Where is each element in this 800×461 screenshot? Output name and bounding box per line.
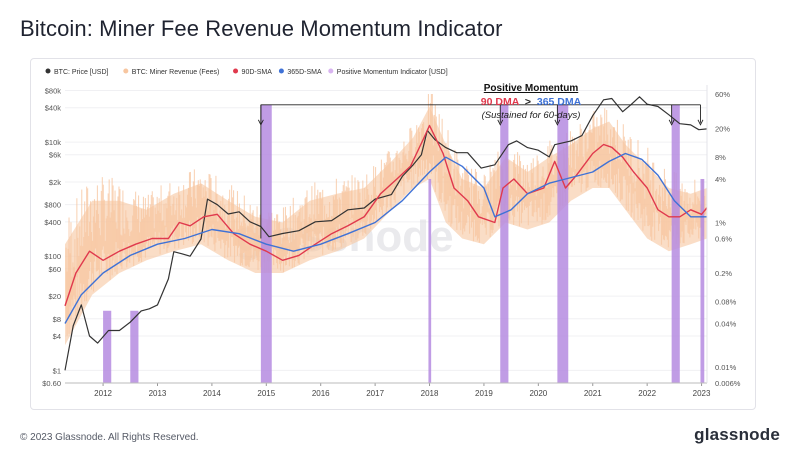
y-right-tick-label: 0.01% <box>715 363 737 372</box>
axes-layer: $80k $40k $10k $6k $2k $800 $400 $100 $60 $20 $8 $4… <box>42 85 741 398</box>
x-tick-label: 2022 <box>638 389 656 398</box>
legend-label-sma90: 90D-SMA <box>242 69 273 76</box>
y-left-tick-label: $60 <box>48 265 61 274</box>
annotation-90dma: 90 DMA <box>481 96 520 108</box>
y-left-tick-label: $1 <box>53 366 61 375</box>
y-right-tick-label: 1% <box>715 218 726 227</box>
y-left-tick-label: $2k <box>49 178 61 187</box>
y-left-tick-label: $20 <box>48 292 61 301</box>
y-right-tick-label: 20% <box>715 124 730 133</box>
annotation-arrow <box>554 119 561 126</box>
annotation-arrow <box>697 119 704 126</box>
legend-label-price: BTC: Price [USD] <box>54 69 109 76</box>
x-tick-label: 2020 <box>529 389 547 398</box>
annotation-layer <box>257 104 704 239</box>
series-sma365-line <box>64 152 707 324</box>
y-left-tick-label: $6k <box>49 151 61 160</box>
revenue-band <box>65 106 707 346</box>
y-right-tick-label: 0.6% <box>715 235 732 244</box>
y-left-tick-label: $10k <box>45 138 62 147</box>
y-right-tick-label: 0.2% <box>715 269 732 278</box>
momentum-bar <box>130 310 139 383</box>
y-left-tick-label: $0.60 <box>42 379 61 388</box>
x-tick-label: 2019 <box>475 389 493 398</box>
chart-svg: glassnode $80k$40k$10k$6k$2k$800$400$100… <box>42 68 741 398</box>
legend-label-sma365: 365D-SMA <box>287 69 322 76</box>
y-left-tick-label: $100 <box>44 252 61 261</box>
annotation-gt: > <box>525 96 531 108</box>
x-tick-label: 2012 <box>94 389 112 398</box>
y-right-tick-label: 4% <box>715 175 726 184</box>
x-tick-label: 2023 <box>693 389 711 398</box>
legend-dot-momentum <box>328 68 334 74</box>
x-tick-label: 2013 <box>149 389 167 398</box>
x-tick-label: 2014 <box>203 389 221 398</box>
annotation-arrow <box>497 119 504 126</box>
legend-dot-price <box>45 68 51 74</box>
page-title: Bitcoin: Miner Fee Revenue Momentum Indi… <box>20 16 503 41</box>
annotation-box: Positive Momentum 90 DMA > 365 DMA (Sust… <box>481 83 582 121</box>
y-left-tick-label: $40k <box>45 104 62 113</box>
x-tick-label: 2021 <box>584 389 602 398</box>
footer-copyright: © 2023 Glassnode. All Rights Reserved. <box>20 432 199 443</box>
legend: BTC: Price [USD] BTC: Miner Revenue (Fees… <box>45 68 448 76</box>
y-left-tick-label: $400 <box>44 218 61 227</box>
momentum-bar <box>700 178 705 383</box>
y-right-tick-label: 0.04% <box>715 319 737 328</box>
y-right-tick-label: 60% <box>715 90 730 99</box>
momentum-bar <box>103 310 112 383</box>
chart-panel: glassnode $80k$40k$10k$6k$2k$800$400$100… <box>30 58 756 410</box>
series-price-line <box>64 96 708 371</box>
annotation-title: Positive Momentum <box>484 83 579 94</box>
series-layer <box>64 96 708 371</box>
y-right-tick-label: 0.08% <box>715 298 737 307</box>
annotation-arrow <box>668 119 675 126</box>
x-tick-label: 2018 <box>421 389 439 398</box>
legend-label-revenue: BTC: Miner Revenue (Fees) <box>132 69 220 76</box>
momentum-bar <box>500 104 509 383</box>
y-left-tick-label: $80k <box>45 87 62 96</box>
momentum-bar <box>557 104 569 383</box>
annotation-formula: 90 DMA > 365 DMA <box>481 96 582 108</box>
y-right-tick-label: 8% <box>715 153 726 162</box>
x-tick-label: 2017 <box>366 389 384 398</box>
footer-brand-logo: glassnode <box>694 425 780 444</box>
x-tick-label: 2015 <box>257 389 275 398</box>
legend-dot-sma90 <box>233 68 239 74</box>
y-left-tick-label: $4 <box>53 332 61 341</box>
y-left-tick-label: $8 <box>53 315 61 324</box>
legend-dot-sma365 <box>278 68 284 74</box>
y-right-tick-label: 0.006% <box>715 379 741 388</box>
annotation-note: (Sustained for 60-days) <box>482 110 581 121</box>
legend-label-momentum: Positive Momentum Indicator [USD] <box>337 69 448 76</box>
annotation-365dma: 365 DMA <box>537 96 582 108</box>
momentum-bar <box>671 104 680 383</box>
legend-dot-revenue <box>123 68 129 74</box>
momentum-bar <box>428 178 432 383</box>
x-tick-label: 2016 <box>312 389 330 398</box>
y-left-tick-label: $800 <box>44 201 61 210</box>
